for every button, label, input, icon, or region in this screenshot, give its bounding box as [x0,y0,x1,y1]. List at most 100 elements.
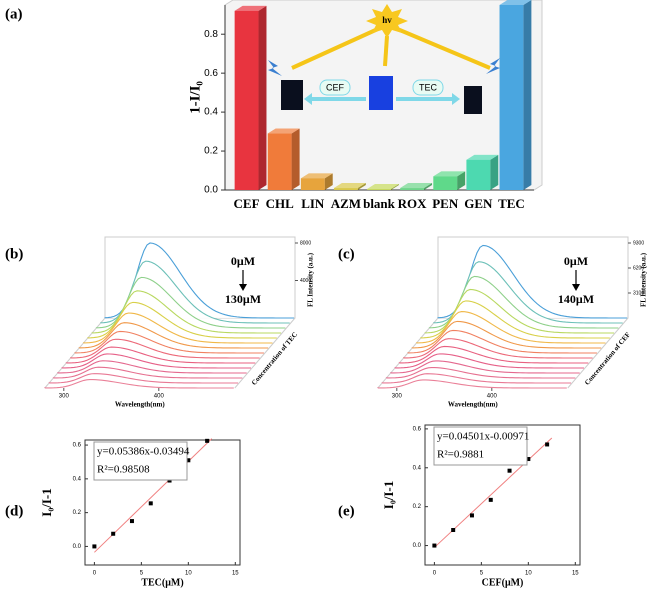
spectrum [377,379,567,389]
bar-side [390,184,399,190]
x-tick-label: CHL [266,196,295,211]
z-tick-label: 6200 [633,265,644,271]
y-axis-label: Concentration of CEF [583,331,632,387]
x-tick-label: 400 [487,394,498,400]
x-tick-label: 15 [572,571,579,577]
bar-side-shade [258,5,267,191]
y-tick-label: 0.0 [73,544,82,550]
x-tick-label: 10 [525,571,532,577]
annotation: hv [382,15,392,25]
y-axis-label: I₀/I-1 [39,488,54,516]
panel-label: (c) [338,246,355,262]
bar-side-shade [390,184,399,190]
bar-top-shade [367,184,399,190]
y-tick-label: 0.2 [73,510,82,516]
bar-top [433,171,466,177]
bar-top-shade [333,183,366,189]
sun [366,4,408,38]
bar-top [400,183,433,189]
bar-side [324,173,333,190]
spectrum [44,379,234,389]
bar-top-shade [300,173,333,179]
annotation: TEC [419,82,438,92]
y-tick-label: 0.0 [413,543,422,549]
bar-top-shade [466,154,499,160]
x-tick-label: 300 [59,394,70,400]
point [186,458,191,463]
bar-side [490,154,499,190]
z-tick-label: 4000 [300,278,311,284]
bar-side [291,128,300,190]
plot-frame [84,439,241,566]
annotation: CEF [326,82,345,92]
bolt [268,60,282,76]
floor-edge [234,317,296,389]
point [111,531,116,536]
bar-side [357,183,366,190]
equation-box [433,426,528,466]
bar [400,188,425,190]
point [92,544,97,549]
point [488,497,493,502]
y-tick-label: 0.4 [204,107,218,118]
arrow-head [239,284,247,291]
x-axis-label: TEC(μM) [141,577,183,588]
r-squared: R²=0.9881 [437,449,484,461]
annotation: 0μM [564,254,588,268]
light-arrow [394,26,491,70]
bar-top [333,183,366,189]
y-tick-label: 0.2 [204,146,218,157]
bar-side-shade [324,173,333,190]
bar [433,176,458,190]
y-tick-label: 0.4 [413,465,422,471]
bar-side-shade [424,183,433,190]
y-tick-label: 0.8 [204,29,218,40]
vial [369,76,393,110]
panel-label: (a) [5,6,23,22]
floor-edge [567,317,629,389]
y-tick-label: 0.0 [204,185,218,196]
y-tick-label: 0.6 [413,426,422,432]
point [526,457,531,462]
bar [267,133,292,190]
point [205,438,210,443]
x-tick-label: 5 [140,571,144,577]
bolt [486,58,500,74]
light-arrow [291,26,381,70]
waterfall: 3100 6200 9300 FL Intensity (a.u.) Concentra… [377,236,648,409]
bar-side-shade [457,171,466,190]
y-tick-label: 0.6 [73,443,82,449]
annotation: 140μM [558,292,594,306]
inset: hv CEF TEC [268,4,500,114]
x-axis-label: Wavelength(nm) [448,401,498,409]
equation-box [93,441,188,481]
x-tick-label: 0 [93,571,97,577]
x-tick-label: TEC [498,196,525,211]
panel-label: (e) [338,503,355,519]
x-tick-label: 15 [232,571,239,577]
bar [499,5,524,190]
x-tick-label: ROX [398,196,428,211]
y-tick-label: 0.6 [204,68,218,79]
light-arrow [383,35,389,67]
x-tick-label: AZM [331,196,361,211]
point [469,513,474,518]
bar [367,189,391,190]
bar-top [234,5,267,11]
x-tick-label: CEF [234,196,260,211]
bar-top [367,184,399,190]
z-tick-label: 3100 [633,290,644,296]
equation: y=0.04501x-0.00971 [437,431,529,443]
x-tick-label: LIN [301,196,325,211]
bar-top-shade [234,5,267,11]
z-tick-label: 9300 [633,240,644,246]
bar-top-shade [433,171,466,177]
y-tick-label: 0.4 [73,476,82,482]
x-tick-label: 400 [154,394,165,400]
bar-top-shade [267,128,300,134]
bar-side-shade [357,183,366,190]
point [545,442,550,447]
bar-top-shade [499,0,532,5]
arrow [396,93,460,105]
